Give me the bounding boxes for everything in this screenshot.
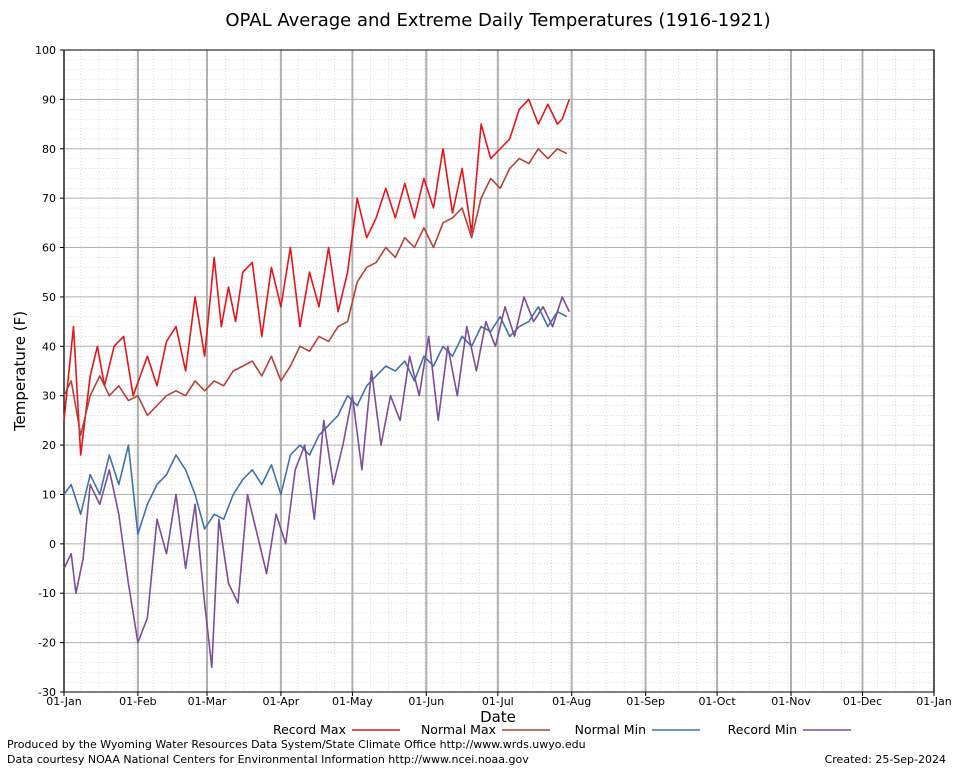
y-tick-label: 30 (42, 390, 56, 403)
x-tick-label: 01-Feb (119, 695, 156, 708)
y-tick-label: 80 (42, 143, 56, 156)
grid (63, 49, 935, 693)
x-tick-label: 01-Jun (408, 695, 444, 708)
legend-label-normal-min: Normal Min (575, 722, 646, 737)
legend-label-record-min: Record Min (728, 722, 797, 737)
series-line-normal-min (63, 305, 568, 535)
y-tick-label: 60 (42, 242, 56, 255)
legend-label-normal-max: Normal Max (421, 722, 496, 737)
plot-frame (63, 49, 935, 693)
y-tick-label: 10 (42, 488, 56, 501)
x-axis-label: Date (480, 708, 516, 726)
y-tick-label: -10 (38, 587, 56, 600)
x-tick-label: 01-May (332, 695, 373, 708)
y-axis-ticks: -30 -20 -10 0 10 20 30 40 50 60 70 80 90 100 (35, 44, 64, 699)
x-tick-label: 01-Jan (46, 695, 82, 708)
y-tick-label: 50 (42, 291, 56, 304)
y-tick-label: 90 (42, 93, 56, 106)
y-tick-label: 100 (35, 44, 56, 57)
series-line-record-min (63, 296, 571, 669)
y-tick-label: 40 (42, 340, 56, 353)
x-tick-label: 01-Mar (188, 695, 227, 708)
legend: Record Max Normal Max Normal Min Record Min (273, 722, 851, 737)
x-tick-label: 01-Nov (771, 695, 811, 708)
y-tick-label: 0 (49, 538, 56, 551)
x-tick-label: 01-Aug (552, 695, 591, 708)
x-tick-label: 01-Apr (263, 695, 300, 708)
x-tick-label: 01-Dec (843, 695, 882, 708)
x-axis-ticks: 01-Jan 01-Feb 01-Mar 01-Apr 01-May 01-Jun 01-J… (46, 692, 952, 708)
chart-title: OPAL Average and Extreme Daily Temperatu… (225, 10, 770, 31)
y-tick-label: 70 (42, 192, 56, 205)
x-tick-label: 01-Jul (482, 695, 514, 708)
series-line-normal-max (63, 148, 568, 437)
legend-label-record-max: Record Max (273, 722, 346, 737)
x-tick-label: 01-Jan (916, 695, 952, 708)
series-lines (63, 98, 571, 669)
series-line-record-max (63, 98, 571, 456)
y-tick-label: 20 (42, 439, 56, 452)
footer-courtesy: Data courtesy NOAA National Centers for … (7, 753, 529, 766)
x-tick-label: 01-Sep (626, 695, 665, 708)
y-axis-label: Temperature (F) (11, 311, 29, 432)
footer-created: Created: 25-Sep-2024 (825, 753, 946, 766)
footer-produced-by: Produced by the Wyoming Water Resources … (7, 738, 586, 751)
y-tick-label: -30 (38, 686, 56, 699)
y-tick-label: -20 (38, 637, 56, 650)
x-tick-label: 01-Oct (698, 695, 736, 708)
